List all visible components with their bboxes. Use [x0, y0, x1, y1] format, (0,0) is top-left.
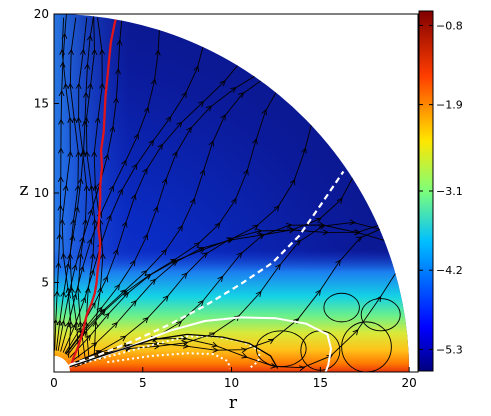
- plot-area: [54, 14, 410, 372]
- colorbar-ticks: −0.8 −1.9 −3.1 −4.2 −5.3: [419, 19, 463, 356]
- overlay-contours: [67, 14, 345, 372]
- red-contour: [69, 14, 119, 368]
- x-axis-label: r: [229, 393, 238, 413]
- streamlines: [55, 14, 401, 372]
- streamline: [94, 17, 103, 358]
- y-tick-label: 15: [34, 97, 49, 111]
- vortex-loop: [255, 330, 307, 368]
- x-tick-label: 15: [313, 376, 328, 390]
- x-axis: 0 5 10 15 20: [50, 367, 417, 390]
- colorbar: −0.8 −1.9 −3.1 −4.2 −5.3: [418, 10, 463, 372]
- colorbar-tick-label: −5.3: [436, 343, 463, 356]
- y-tick-label: 5: [41, 276, 49, 290]
- white-dashed-contour: [69, 170, 345, 366]
- vortex-loop: [360, 298, 401, 332]
- colorbar-tick-label: −0.8: [436, 19, 463, 32]
- colorbar-tick-label: −1.9: [436, 99, 463, 112]
- y-tick-label: 10: [34, 186, 49, 200]
- inner-boundary-hole: [54, 355, 70, 372]
- x-tick-label: 5: [139, 376, 147, 390]
- black-contour: [69, 333, 279, 369]
- x-tick-label: 10: [224, 376, 239, 390]
- vortex-loop: [323, 292, 360, 323]
- y-tick-label: 20: [34, 7, 49, 21]
- y-axis-label: z: [20, 180, 29, 200]
- x-tick-label: 0: [50, 376, 58, 390]
- vortex-loop: [341, 321, 392, 372]
- y-axis: 5 10 15 20: [34, 7, 59, 290]
- colorbar-tick-label: −3.1: [436, 185, 463, 198]
- x-tick-label: 20: [401, 376, 416, 390]
- colorbar-tick-label: −4.2: [436, 264, 463, 277]
